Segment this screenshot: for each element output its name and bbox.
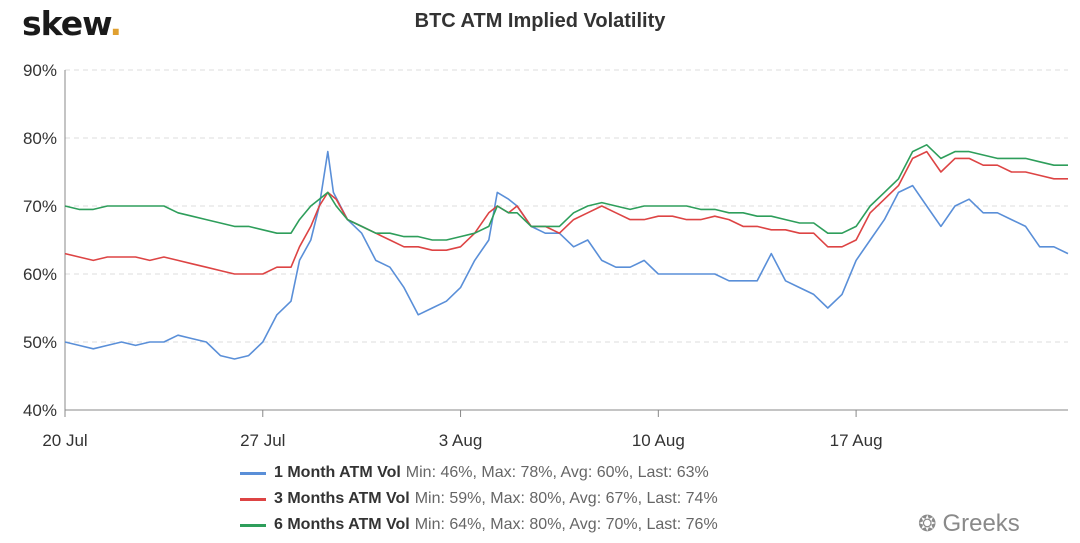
chart-title: BTC ATM Implied Volatility — [414, 10, 666, 32]
series-line-3m — [64, 150, 1068, 275]
legend-name-6m: 6 Months ATM Vol — [274, 516, 410, 533]
skew-logo: skew. — [22, 4, 122, 43]
x-tick-label: 17 Aug — [830, 431, 883, 450]
logo-text: skew — [22, 4, 110, 43]
legend-item-3m[interactable]: 3 Months ATM Vol Min: 59%, Max: 80%, Avg… — [240, 486, 718, 512]
legend-stats-6m: Min: 64%, Max: 80%, Avg: 70%, Last: 76% — [414, 516, 718, 533]
x-tick-label: 3 Aug — [439, 431, 483, 450]
legend-swatch-1m — [240, 471, 266, 475]
legend-swatch-6m — [240, 523, 266, 527]
x-tick-label: 27 Jul — [240, 431, 285, 450]
legend-item-1m[interactable]: 1 Month ATM Vol Min: 46%, Max: 78%, Avg:… — [240, 460, 718, 486]
series-line-6m — [64, 144, 1068, 241]
y-tick-label: 40% — [23, 401, 57, 420]
legend-stats-1m: Min: 46%, Max: 78%, Avg: 60%, Last: 63% — [405, 464, 709, 481]
y-tick-label: 70% — [23, 197, 57, 216]
legend-stats-3m: Min: 59%, Max: 80%, Avg: 67%, Last: 74% — [414, 490, 718, 507]
watermark: ❂ Greeks — [918, 510, 1020, 538]
series-line-1m — [64, 150, 1069, 360]
legend-name-1m: 1 Month ATM Vol — [274, 464, 401, 481]
x-tick-label: 20 Jul — [42, 431, 87, 450]
line-chart: 40% 50% 60% 70% 80% 90% 20 Jul 27 Jul 3 Aug 10 Au… — [23, 61, 1069, 450]
legend-swatch-3m — [240, 497, 266, 501]
chart-legend: 1 Month ATM Vol Min: 46%, Max: 78%, Avg:… — [240, 460, 718, 538]
y-tick-label: 60% — [23, 265, 57, 284]
y-tick-label: 80% — [23, 129, 57, 148]
y-tick-label: 90% — [23, 61, 57, 80]
x-tick-label: 10 Aug — [632, 431, 685, 450]
watermark-text: Greeks — [942, 510, 1020, 537]
y-tick-label: 50% — [23, 333, 57, 352]
logo-dot: . — [109, 4, 122, 43]
legend-name-3m: 3 Months ATM Vol — [274, 490, 410, 507]
wechat-icon: ❂ — [918, 511, 937, 536]
legend-item-6m[interactable]: 6 Months ATM Vol Min: 64%, Max: 80%, Avg… — [240, 512, 718, 538]
